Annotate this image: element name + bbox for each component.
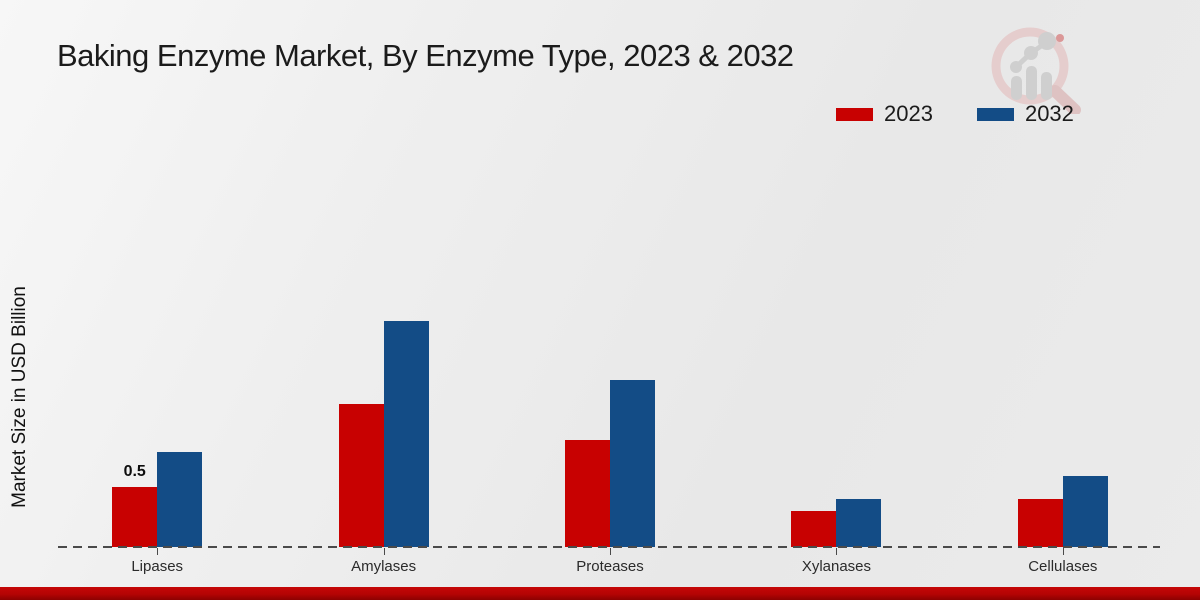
x-axis-tick [836, 548, 838, 555]
category-label: Xylanases [801, 558, 872, 575]
bar-2023-cellulases [1017, 499, 1063, 547]
bar-2032-proteases [610, 380, 656, 547]
category-label: Proteases [576, 558, 644, 575]
category-group-cellulases: Cellulases [950, 0, 1176, 575]
bar-2023-amylases [338, 404, 384, 547]
x-axis-baseline [58, 546, 1160, 548]
category-group-xylanases: Xylanases [723, 0, 949, 575]
legend-label-2032: 2032 [1024, 101, 1074, 126]
bar-2023-lipases: 0.5 [112, 463, 158, 547]
category-label: Cellulases [1028, 558, 1098, 575]
legend-swatch-2032 [976, 107, 1014, 121]
bar-2032-xylanases [836, 499, 882, 547]
legend: 2023 2032 [836, 101, 1074, 127]
x-axis-tick [383, 548, 385, 555]
bar-2023-proteases [565, 440, 611, 547]
category-label: Amylases [351, 558, 417, 575]
bar-2032-amylases [383, 321, 429, 547]
bar-2032-lipases [157, 452, 203, 547]
category-group-lipases: 0.5 Lipases [44, 0, 270, 575]
bar-value-label: 0.5 [123, 463, 146, 480]
legend-label-2023: 2023 [884, 101, 933, 126]
legend-swatch-2023 [836, 107, 873, 121]
chart-title: Baking Enzyme Market, By Enzyme Type, 20… [57, 38, 794, 73]
bottom-accent-bar [0, 587, 1200, 600]
y-axis-label: Market Size in USD Billion [9, 286, 30, 508]
plot-area: 0.5 Lipases Amylases Proteases Xylanases Cell… [44, 0, 1176, 575]
bar-2023-xylanases [791, 511, 837, 547]
x-axis-tick [157, 548, 159, 555]
category-label: Lipases [131, 558, 184, 575]
category-group-amylases: Amylases [270, 0, 496, 575]
x-axis-tick [610, 548, 612, 555]
bar-2032-cellulases [1062, 476, 1108, 547]
legend-item-2023: 2023 [836, 101, 933, 127]
legend-item-2032: 2032 [976, 101, 1074, 127]
category-group-proteases: Proteases [497, 0, 723, 575]
x-axis-tick [1062, 548, 1064, 555]
magnifier-bar-chart-logo-icon [985, 22, 1085, 119]
